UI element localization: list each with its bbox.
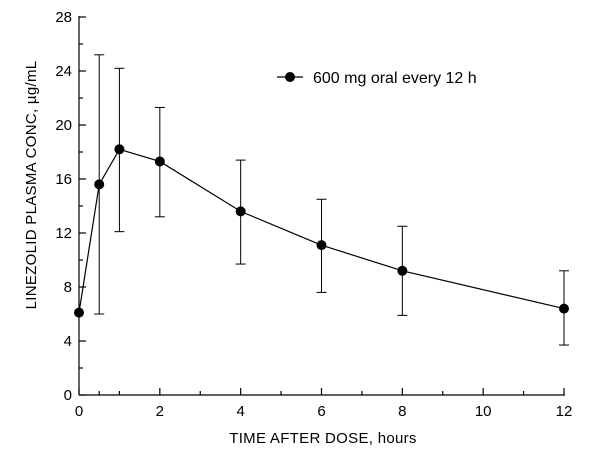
data-point [397, 265, 408, 276]
x-tick-label: 2 [156, 403, 164, 420]
x-ticks: 0 2 4 6 8 10 12 [75, 388, 573, 420]
y-ticks: 0 4 8 12 16 20 24 28 [55, 9, 86, 404]
y-tick-label: 4 [64, 333, 72, 350]
y-tick-label: 24 [55, 63, 72, 80]
legend-label: 600 mg oral every 12 h [313, 70, 477, 87]
error-bars [94, 54, 569, 346]
legend: 600 mg oral every 12 h [277, 70, 477, 87]
data-point [94, 179, 105, 190]
x-tick-label: 10 [475, 403, 492, 420]
y-tick-label: 0 [64, 387, 72, 404]
series-line [78, 148, 565, 313]
y-tick-label: 12 [55, 225, 72, 242]
y-tick-label: 16 [55, 171, 72, 188]
data-point [559, 303, 569, 314]
x-tick-label: 4 [236, 403, 244, 420]
y-tick-label: 8 [64, 279, 72, 296]
data-point [235, 206, 246, 217]
y-tick-label: 20 [55, 117, 72, 134]
data-point [316, 240, 327, 251]
x-axis-title: TIME AFTER DOSE, hours [229, 430, 416, 447]
x-tick-label: 12 [556, 403, 573, 420]
x-tick-label: 6 [317, 403, 325, 420]
data-points [74, 144, 569, 318]
data-point [114, 144, 125, 155]
x-tick-label: 0 [75, 403, 83, 420]
y-axis-title: LINEZOLID PLASMA CONC, µg/mL [23, 61, 40, 310]
legend-marker [285, 72, 295, 82]
x-tick-label: 8 [398, 403, 406, 420]
y-tick-label: 28 [55, 9, 72, 26]
data-point [74, 307, 84, 318]
data-point [154, 156, 165, 167]
